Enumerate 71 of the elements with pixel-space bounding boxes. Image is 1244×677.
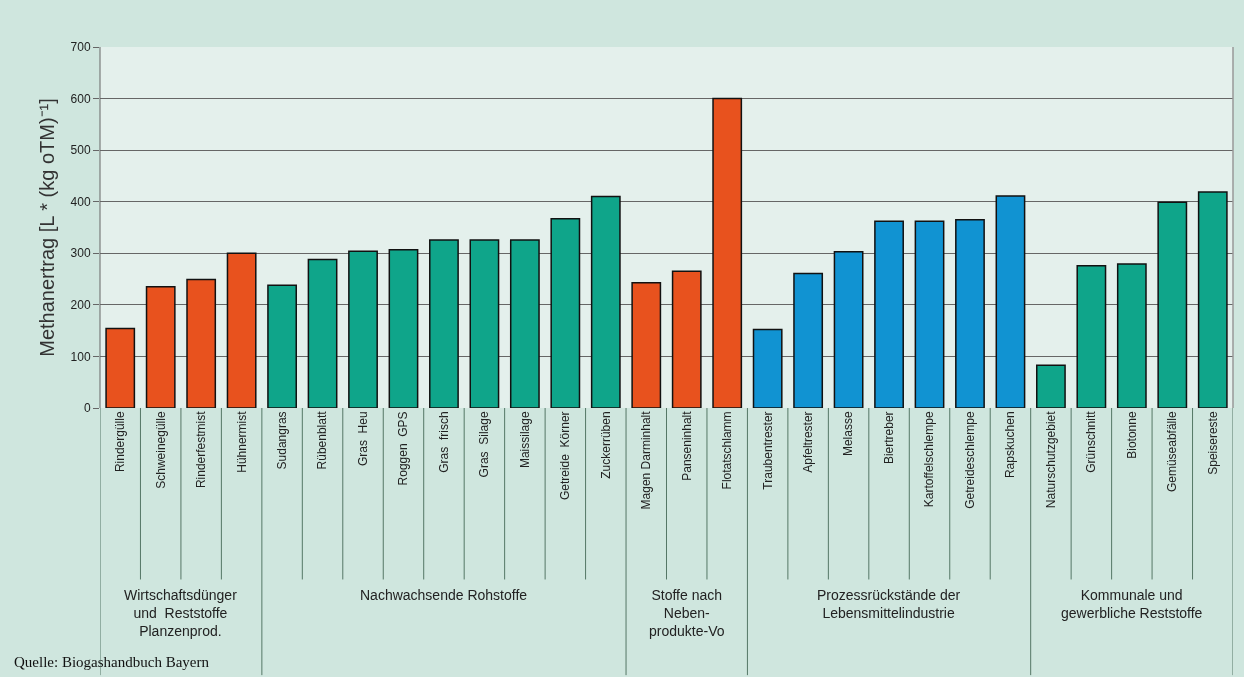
bar <box>874 220 904 408</box>
bar <box>671 270 702 408</box>
y-tick-label: 300 <box>70 246 91 261</box>
bar <box>105 327 136 408</box>
x-tick-label: Naturschutzgebiet <box>1043 410 1058 509</box>
bar <box>348 250 378 408</box>
bar <box>1116 263 1147 408</box>
x-tick-label: Speisereste <box>1205 411 1220 475</box>
bar <box>914 220 945 408</box>
y-tick-label: 400 <box>70 194 91 209</box>
x-tick-label: Apfeltrester <box>801 411 816 473</box>
bar <box>226 252 257 408</box>
x-tick-label: Getreideschlempe <box>962 411 977 509</box>
bar <box>186 278 217 408</box>
x-tick-label: Gras frisch <box>436 411 451 473</box>
x-tick-label: Rindergülle <box>113 411 128 473</box>
bar <box>590 195 621 408</box>
bar <box>145 286 176 408</box>
bar <box>388 248 419 408</box>
y-tick-label: 200 <box>70 298 91 313</box>
bar <box>1076 264 1107 408</box>
x-tick-label: Gemüseabfälle <box>1165 411 1180 493</box>
bar <box>1036 364 1066 408</box>
x-tick-label: Sudangras <box>274 411 289 470</box>
x-tick-label: Gras Heu <box>355 411 370 467</box>
x-tick-label: Kartoffelschlempe <box>922 411 937 508</box>
x-tick-label: Melasse <box>841 411 856 457</box>
bar <box>712 97 743 408</box>
bar <box>793 272 824 408</box>
x-tick-label: Traubentrester <box>760 411 775 490</box>
x-tick-label: Magen Darminhalt <box>639 410 654 510</box>
bar <box>550 217 581 408</box>
x-tick-label: Rinderfestmist <box>194 410 209 489</box>
y-tick-label: 0 <box>83 401 91 416</box>
bar <box>1197 191 1228 408</box>
source-note: Quelle: Biogashandbuch Bayern <box>14 654 210 670</box>
bar <box>955 219 985 408</box>
x-tick-label: Biotonne <box>1124 411 1139 459</box>
x-tick-label: Zuckerrüben <box>598 411 613 479</box>
x-tick-label: Schweinegülle <box>153 411 168 489</box>
y-tick-label: 600 <box>70 91 91 106</box>
text: Stoffe nach Neben- produkte-Vo <box>649 587 725 640</box>
x-tick-label: Hühnermist <box>234 410 249 473</box>
x-tick-label: Gras Silage <box>477 411 492 478</box>
bar <box>469 239 500 408</box>
x-tick-label: Grünschnitt <box>1084 410 1099 473</box>
bar <box>307 258 338 408</box>
x-tick-label: Getreide Körner <box>558 411 573 501</box>
x-tick-label: Roggen GPS <box>396 411 411 486</box>
y-axis-title: Methanertrag [L * (kg oTM)⁻¹] <box>36 98 59 357</box>
bar <box>752 328 783 408</box>
x-tick-label: Panseninhalt <box>679 410 694 481</box>
text: Prozessrückstände der Lebensmittelindustrie <box>817 587 961 622</box>
text: Nachwachsende Rohstoffe <box>360 587 528 603</box>
x-tick-label: Biertreber <box>881 411 896 465</box>
text: Wirtschaftsdünger und Reststoffe Planzenprod. <box>124 587 238 640</box>
bar <box>509 239 540 408</box>
bar <box>1157 201 1188 408</box>
y-tick-label: 700 <box>70 40 91 55</box>
bar <box>429 239 459 408</box>
y-tick-label: 500 <box>70 143 91 158</box>
text: Kommunale und gewerbliche Reststoffe <box>1061 587 1203 622</box>
x-tick-label: Flotatschlamm <box>720 411 735 490</box>
y-tick-label: 100 <box>70 349 91 364</box>
bar <box>631 281 662 408</box>
x-tick-label: Rapskuchen <box>1003 411 1018 479</box>
bar <box>267 284 297 408</box>
bar <box>995 195 1026 408</box>
x-tick-label: Rübenblatt <box>315 410 330 470</box>
bar <box>833 250 864 408</box>
x-tick-label: Maissilage <box>517 411 532 469</box>
